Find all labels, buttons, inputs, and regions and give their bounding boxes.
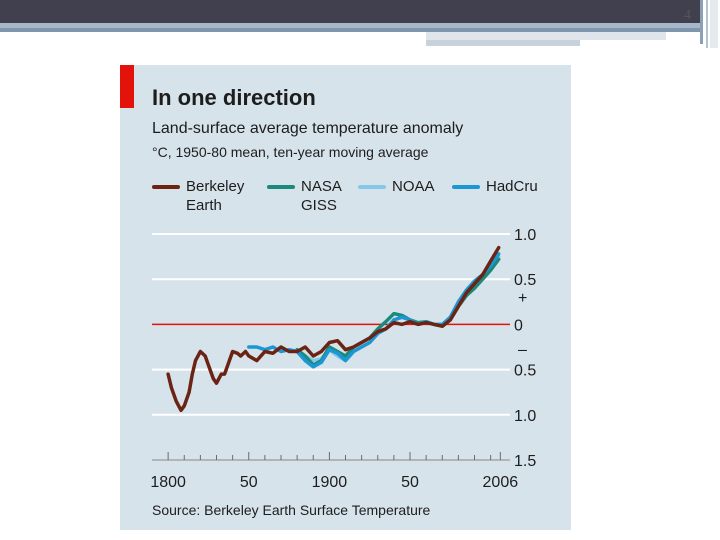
legend-label: HadCru	[486, 178, 538, 195]
legend-label-line2: GISS	[301, 197, 337, 214]
red-tab-marker	[120, 65, 134, 108]
x-tick-label: 50	[401, 474, 419, 491]
legend-swatch	[358, 185, 386, 189]
y-tick-label: 0	[514, 317, 523, 334]
legend-swatch	[267, 185, 295, 189]
header-accent	[426, 32, 666, 40]
side-rail	[710, 0, 718, 48]
chart-figure: In one direction Land-surface average te…	[120, 65, 571, 530]
header-stripe	[0, 23, 702, 28]
y-tick-label: 0.5	[514, 272, 536, 289]
y-tick-label: 1.0	[514, 408, 536, 425]
y-tick-label: 1.5	[514, 453, 536, 470]
header-accent	[426, 40, 580, 46]
legend-label-line2: Earth	[186, 197, 222, 214]
legend-label: NASA	[301, 178, 342, 195]
side-rail	[706, 0, 708, 48]
y-tick-label: 1.0	[514, 227, 536, 244]
legend-label: Berkeley	[186, 178, 245, 195]
side-rail	[700, 0, 703, 44]
legend-swatch	[452, 185, 480, 189]
slide-header-bar	[0, 0, 702, 23]
x-tick-label: 1900	[312, 474, 348, 491]
y-tick-sign: +	[518, 290, 527, 307]
slide-number: 4	[684, 8, 691, 23]
chart-title: In one direction	[152, 85, 316, 110]
legend-label: NOAA	[392, 178, 435, 195]
x-tick-label: 2006	[483, 474, 519, 491]
y-tick-sign: –	[518, 342, 527, 359]
chart-subtitle: Land-surface average temperature anomaly	[152, 120, 464, 137]
x-tick-label: 50	[240, 474, 258, 491]
chart-units-note: °C, 1950-80 mean, ten-year moving averag…	[152, 144, 429, 160]
header-stripe	[0, 28, 700, 32]
series-line-berkeley-earth	[166, 245, 501, 413]
y-tick-label: 0.5	[514, 363, 536, 380]
chart-source: Source: Berkeley Earth Surface Temperatu…	[152, 502, 431, 518]
series-line-nasa-giss	[295, 257, 501, 367]
legend-swatch	[152, 185, 180, 189]
x-tick-label: 1800	[150, 474, 186, 491]
